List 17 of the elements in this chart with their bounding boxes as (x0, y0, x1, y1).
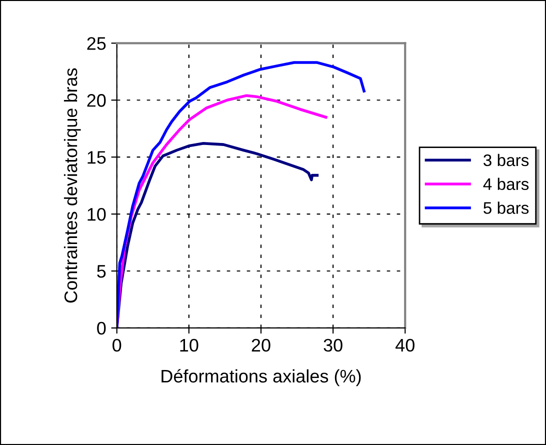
x-tick-label: 30 (324, 338, 342, 352)
y-tick-label: 5 (97, 265, 106, 278)
y-tick-label: 15 (88, 151, 106, 164)
y-tick-label: 0 (97, 322, 106, 335)
x-axis-title: Déformations axiales (%) (162, 369, 361, 386)
x-tick-label: 40 (396, 338, 414, 352)
legend-label: 3 bars (484, 154, 529, 166)
legend-label: 4 bars (483, 178, 529, 190)
line-series (116, 61, 366, 328)
x-tick-label: 20 (252, 338, 270, 352)
y-axis-title: Contraintes deviatorique bras (64, 68, 81, 303)
legend-label: 5 bars (484, 202, 529, 214)
y-tick-label: 25 (87, 37, 106, 50)
x-tick-label: 0 (112, 338, 122, 352)
x-tick-label: 10 (180, 338, 198, 352)
y-tick-label: 10 (88, 208, 106, 221)
y-tick-label: 20 (87, 94, 106, 107)
